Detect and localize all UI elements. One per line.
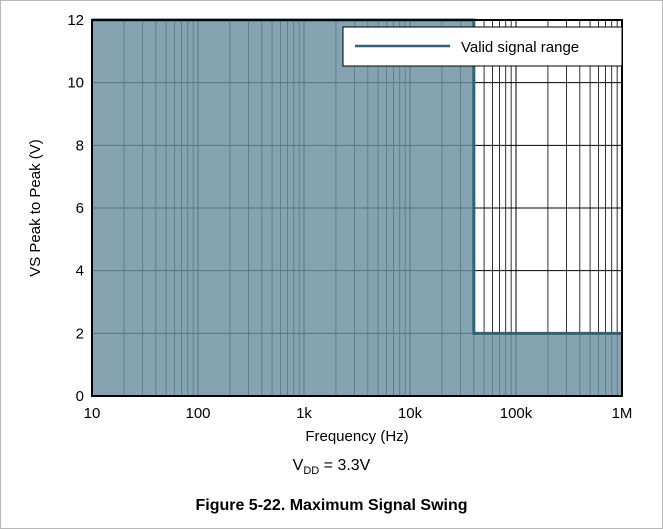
- vdd-subscript: DD: [303, 465, 320, 478]
- vdd-annotation: VDD = 3.3V: [0, 457, 663, 477]
- vdd-prefix: V: [292, 457, 304, 474]
- y-tick-label: 6: [76, 200, 84, 217]
- x-tick-label: 100: [185, 405, 210, 422]
- y-tick-label: 10: [67, 75, 84, 92]
- x-tick-label: 1M: [612, 405, 633, 422]
- plot-border: [91, 19, 623, 397]
- area-fill-valid-signal-range: [92, 20, 622, 396]
- figure-caption: Figure 5-22. Maximum Signal Swing: [195, 497, 468, 514]
- x-tick-label: 1k: [296, 405, 312, 422]
- x-tick-label: 10k: [398, 405, 423, 422]
- y-tick-label: 0: [76, 388, 84, 405]
- y-tick-label: 2: [76, 325, 84, 342]
- y-tick-label: 12: [67, 12, 84, 29]
- y-axis-title: VS Peak to Peak (V): [27, 139, 44, 277]
- x-tick-label: 10: [84, 405, 101, 422]
- y-tick-label: 8: [76, 137, 84, 154]
- legend-label-valid-signal-range: Valid signal range: [461, 39, 579, 56]
- legend: Valid signal range: [342, 26, 623, 67]
- tick-labels: 10 100 1k 10k 100k 1M 0 2 4 6 8 10 12: [67, 12, 632, 422]
- chart: 10 100 1k 10k 100k 1M 0 2 4 6 8 10 12 Frequency (Hz)…: [27, 12, 632, 445]
- x-axis-title: Frequency (Hz): [305, 428, 408, 445]
- x-tick-label: 100k: [500, 405, 533, 422]
- y-tick-label: 4: [76, 263, 84, 280]
- vdd-value: = 3.3V: [319, 457, 371, 474]
